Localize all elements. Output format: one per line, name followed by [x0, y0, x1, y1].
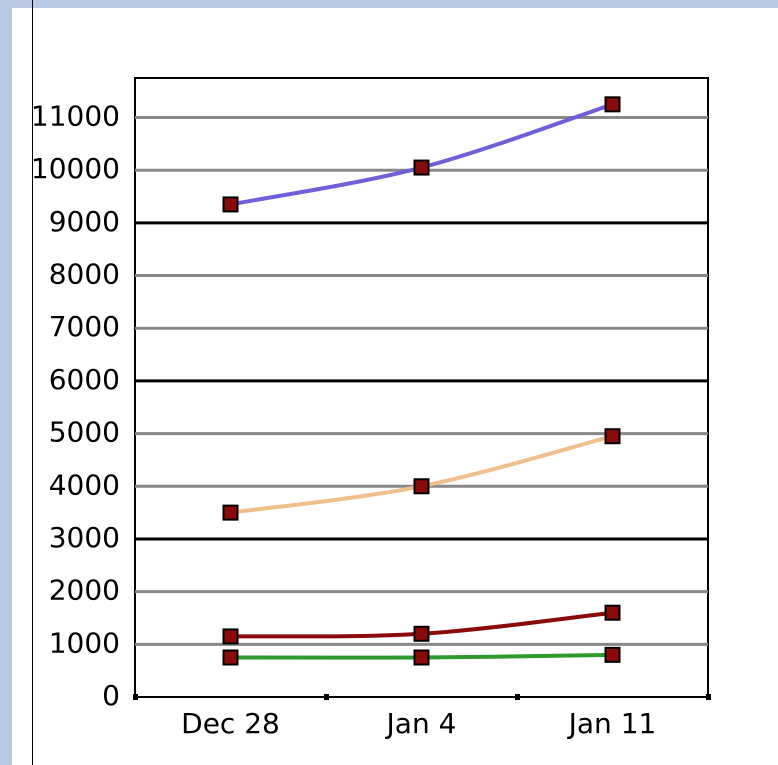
x-tick-mark — [324, 694, 329, 700]
panel-edge — [32, 0, 33, 765]
marker — [413, 649, 430, 666]
y-tick-label: 10000 — [31, 152, 120, 185]
x-tick-mark — [706, 694, 711, 700]
marker — [413, 478, 430, 495]
marker — [222, 649, 239, 666]
y-tick-label: 9000 — [49, 205, 120, 238]
x-tick-label: Jan 11 — [567, 707, 657, 740]
y-tick-label: 5000 — [49, 416, 120, 449]
y-tick-label: 8000 — [49, 258, 120, 291]
y-tick-label: 7000 — [49, 310, 120, 343]
x-tick-mark — [133, 694, 138, 700]
plot-area — [134, 77, 709, 698]
x-tick-label: Jan 4 — [385, 707, 457, 740]
y-tick-label: 6000 — [49, 363, 120, 396]
marker — [222, 196, 239, 213]
marker — [413, 159, 430, 176]
x-tick-mark — [515, 694, 520, 700]
y-tick-label: 0 — [102, 679, 120, 712]
y-tick-label: 2000 — [49, 574, 120, 607]
y-tick-label: 4000 — [49, 468, 120, 501]
marker — [604, 604, 621, 621]
marker — [222, 628, 239, 645]
y-tick-label: 11000 — [31, 100, 120, 133]
x-tick-label: Dec 28 — [181, 707, 280, 740]
marker — [604, 96, 621, 113]
marker — [604, 646, 621, 663]
y-tick-label: 3000 — [49, 521, 120, 554]
y-tick-label: 1000 — [49, 626, 120, 659]
marker — [413, 625, 430, 642]
marker — [604, 428, 621, 445]
marker — [222, 504, 239, 521]
